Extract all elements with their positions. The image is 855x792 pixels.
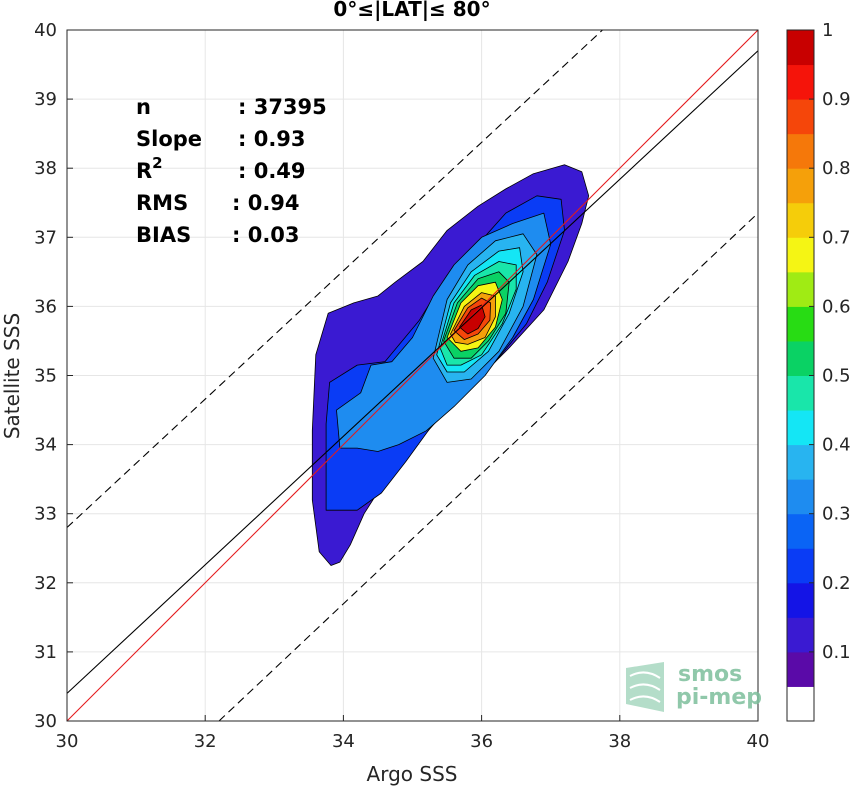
x-axis-label: Argo SSS [367,762,458,786]
colorbar-swatch [787,168,814,204]
colorbar-tick-label: 1 [822,20,833,41]
colorbar-swatch [787,133,814,169]
x-tick-label: 30 [56,731,79,752]
y-tick-label: 34 [34,435,57,456]
colorbar-swatch [787,686,814,722]
stat-label: RMS [136,191,188,215]
colorbar-tick-label: 0.8 [822,158,851,179]
x-tick-label: 40 [747,731,770,752]
x-tick-label: 38 [608,731,631,752]
stat-label: BIAS [136,223,191,247]
colorbar-swatch [787,513,814,549]
watermark-line2: pi-mep [676,685,762,710]
colorbar-tick-label: 0.3 [822,504,851,525]
stat-value: : 0.03 [232,223,300,247]
contour-fill [311,164,590,566]
colorbar-swatch [787,548,814,584]
y-tick-label: 40 [34,20,57,41]
colorbar-tick-label: 0.6 [822,296,851,317]
line-one-to-one [66,29,759,722]
reference-lines [66,29,759,722]
y-tick-label: 38 [34,158,57,179]
y-tick-label: 35 [34,366,57,387]
y-tick-label: 33 [34,504,57,525]
watermark-line1: smos [678,662,742,687]
colorbar-tick-label: 0.9 [822,89,851,110]
colorbar-tick-label: 0.5 [822,366,851,387]
colorbar-swatch [787,237,814,273]
y-tick-label: 31 [34,642,57,663]
line-upper-bound [66,29,603,528]
colorbar-swatch [787,64,814,100]
y-tick-label: 32 [34,573,57,594]
watermark-logo: smos pi-mep [626,662,762,712]
colorbar-swatch [787,479,814,515]
stat-value: : 0.94 [232,191,300,215]
colorbar-tick-label: 0.4 [822,435,851,456]
colorbar-swatch [787,30,814,66]
contour-level [459,304,486,335]
colorbar-swatch [787,617,814,653]
colorbar-swatch [787,651,814,687]
stat-value: : 37395 [238,95,327,119]
x-tick-label: 34 [332,731,355,752]
line-lower-bound [218,212,759,722]
y-axis-label: Satellite SSS [0,313,24,439]
colorbar-swatch [787,444,814,480]
colorbar-swatch [787,99,814,135]
y-tick-label: 36 [34,296,57,317]
line-regression [66,50,759,694]
chart-title: 0°≤|LAT|≤ 80° [333,0,490,21]
stat-value: : 0.93 [238,127,306,151]
colorbar-swatch [787,202,814,238]
stat-value: : 0.49 [238,159,306,183]
stat-label: n [136,95,151,119]
colorbar-swatch [787,375,814,411]
colorbar-swatch [787,271,814,307]
colorbar-tick-label: 0.2 [822,573,851,594]
x-tick-label: 36 [470,731,493,752]
y-tick-label: 39 [34,89,57,110]
colorbar-tick-label: 0.7 [822,227,851,248]
stat-label: Slope [136,127,202,151]
colorbar-swatch [787,582,814,618]
colorbar-swatch [787,410,814,446]
colorbar: 0.1 0.2 0.3 0.4 0.5 0.6 0.7 0.8 0.9 1 [786,20,851,722]
colorbar-swatch [787,306,814,342]
axis-ticks: 30 32 34 36 38 40 30 31 32 33 34 35 36 37 38 39 40 [34,20,769,752]
colorbar-tick-label: 0.1 [822,642,851,663]
y-tick-label: 37 [34,227,57,248]
y-tick-label: 30 [34,711,57,732]
x-tick-label: 32 [194,731,217,752]
colorbar-swatch [787,340,814,376]
